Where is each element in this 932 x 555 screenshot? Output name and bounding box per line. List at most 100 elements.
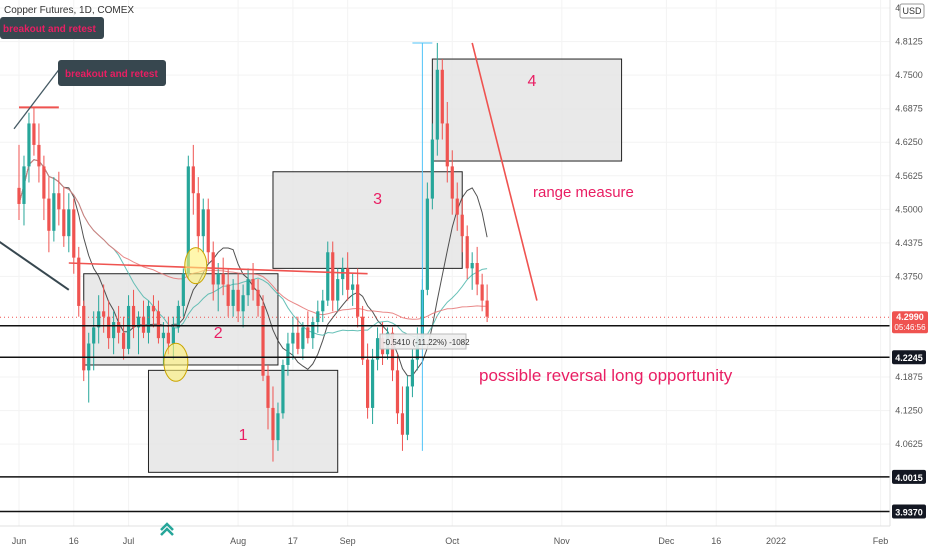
candle-body-21 [121, 332, 126, 349]
range-box-4 [431, 58, 623, 162]
candle-body-62 [326, 252, 330, 301]
candle-body-12 [77, 257, 81, 306]
candle-body-25 [141, 316, 146, 333]
candle-body-6 [47, 198, 51, 231]
callout-pointer [13, 69, 60, 130]
candle-body-46 [246, 279, 250, 296]
range-measure-line [471, 42, 538, 301]
candle-body-1 [22, 166, 26, 204]
level-tag-2 [892, 469, 926, 484]
candle-body-40 [216, 273, 220, 285]
candle-body-43 [231, 289, 235, 306]
candle-body-42 [226, 284, 230, 306]
candle-body-93 [480, 284, 484, 301]
time-tick-7: Nov [554, 536, 571, 546]
candle-body-29 [161, 332, 166, 339]
candle-body-61 [321, 300, 325, 312]
candle-body-3 [32, 123, 36, 145]
range-box-3 [272, 171, 463, 269]
last-price-label: 4.2990 [896, 312, 924, 322]
measure-readout: -0.5410 (-11.22%) -1082 [383, 338, 470, 347]
box-label-2: 2 [214, 325, 223, 342]
candle-body-82 [425, 198, 429, 290]
candle-body-83 [430, 139, 434, 199]
candle-body-66 [346, 268, 350, 290]
price-axis: 4.87504.81254.75004.68754.62504.56254.50… [889, 0, 928, 526]
candle-body-41 [221, 273, 225, 285]
price-tick-2: 4.7500 [895, 70, 923, 80]
candle-body-63 [331, 252, 335, 301]
chart-title: Copper Futures, 1D, COMEX [4, 5, 134, 16]
candle-body-64 [336, 279, 340, 301]
candle-body-71 [370, 359, 375, 408]
candle-body-56 [296, 332, 300, 349]
level-tag-1 [892, 350, 926, 365]
box-label-1: 1 [239, 427, 248, 444]
time-tick-9: 16 [711, 536, 721, 546]
candle-body-89 [460, 214, 464, 237]
candle-body-92 [475, 263, 479, 285]
candle-body-49 [261, 305, 265, 376]
level-label-2: 4.0015 [895, 473, 923, 483]
candle-body-36 [196, 193, 200, 237]
candle-body-75 [390, 332, 395, 371]
candle-body-27 [151, 305, 156, 312]
range-measure-label: range measure [533, 184, 634, 201]
candle-body-35 [191, 166, 195, 194]
callout-text-2: breakout and retest [65, 69, 158, 80]
candle-body-78 [405, 386, 410, 435]
resistance-trendline [68, 262, 368, 275]
candle-body-72 [375, 338, 380, 360]
currency-label: USD [902, 6, 922, 16]
candle-body-15 [92, 327, 96, 344]
time-tick-6: Oct [445, 536, 460, 546]
candle-body-33 [181, 273, 185, 306]
candle-body-54 [286, 343, 290, 365]
annotation-labels: Copper Futures, 1D, COMEX breakout and re… [0, 5, 733, 444]
candle-body-51 [271, 407, 275, 441]
last-price-tag [892, 311, 928, 334]
candle-body-10 [67, 209, 71, 237]
candles [17, 42, 489, 462]
time-tick-2: Jul [123, 536, 135, 546]
level-tag-3 [892, 504, 926, 519]
candle-body-11 [72, 209, 76, 258]
candle-body-26 [146, 305, 151, 333]
candle-body-34 [186, 166, 190, 274]
price-tick-6: 4.5000 [895, 204, 923, 214]
box-label-3: 3 [373, 191, 382, 208]
candle-body-17 [102, 311, 106, 317]
drawings [0, 42, 890, 451]
candle-body-53 [281, 364, 285, 414]
time-tick-3: Aug [230, 536, 246, 546]
retest-highlight-upper [184, 247, 208, 285]
price-tick-4: 4.6250 [895, 137, 923, 147]
candle-body-32 [176, 305, 180, 328]
candle-body-24 [136, 316, 141, 328]
time-tick-4: 17 [288, 536, 298, 546]
candle-body-59 [311, 322, 315, 339]
price-tick-10: 4.1250 [895, 406, 923, 416]
candle-body-69 [361, 316, 365, 360]
candle-body-30 [166, 332, 170, 344]
candle-body-19 [112, 322, 116, 339]
candle-body-84 [435, 69, 439, 140]
price-tick-8: 4.3750 [895, 271, 923, 281]
candle-body-88 [455, 198, 459, 215]
candle-body-91 [470, 263, 474, 269]
candle-body-90 [465, 236, 469, 269]
callout-box-1 [0, 17, 104, 39]
candle-body-16 [97, 311, 101, 328]
price-tick-7: 4.4375 [895, 238, 923, 248]
reversal-label: possible reversal long opportunity [479, 366, 733, 385]
candle-body-2 [27, 123, 31, 167]
descending-trendline [0, 240, 70, 291]
candle-body-48 [256, 289, 260, 306]
range-box-1 [147, 369, 339, 473]
candle-body-67 [351, 284, 355, 290]
candle-body-38 [206, 209, 210, 253]
candle-body-5 [42, 166, 46, 199]
candle-body-77 [400, 413, 405, 435]
candle-body-57 [301, 327, 305, 349]
